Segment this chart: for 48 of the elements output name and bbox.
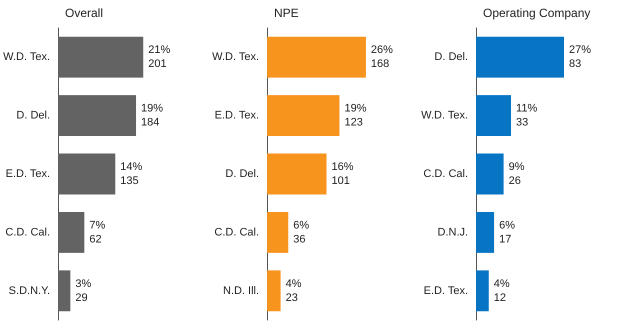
data-label: 11% 33 xyxy=(516,102,538,129)
y-tick-label: E.D. Tex. xyxy=(214,110,260,122)
y-tick-label: W.D. Tex. xyxy=(212,51,260,64)
y-tick-label: D. Del. xyxy=(16,110,50,122)
data-label: 21% 201 xyxy=(148,44,170,70)
chart-title: Operating Company xyxy=(483,6,590,20)
bar xyxy=(58,95,136,136)
data-label: 26% 168 xyxy=(370,44,394,70)
y-tick-label: D. Del. xyxy=(225,168,260,180)
bar xyxy=(476,270,489,312)
data-label: 16% 101 xyxy=(332,161,354,187)
data-label: 14% 135 xyxy=(120,161,143,187)
bar xyxy=(476,212,494,253)
data-label: 6% 36 xyxy=(293,219,310,246)
bar xyxy=(58,270,70,312)
bar xyxy=(58,154,116,194)
y-tick-label: D. Del. xyxy=(434,51,468,64)
bar xyxy=(58,212,84,253)
data-label: 9% 26 xyxy=(508,161,525,187)
data-label: 27% 83 xyxy=(568,44,592,70)
bar xyxy=(267,95,340,136)
y-tick-label: C.D. Cal. xyxy=(423,168,468,180)
y-tick-label: D.N.J. xyxy=(438,226,468,238)
data-label: 4% 12 xyxy=(494,278,510,304)
bar xyxy=(267,212,288,253)
bar xyxy=(267,270,281,312)
data-label: 4% 23 xyxy=(286,278,302,304)
bar xyxy=(267,36,366,78)
data-label: 19% 184 xyxy=(141,102,164,129)
y-tick-label: W.D. Tex. xyxy=(3,51,50,64)
chart-title: NPE xyxy=(274,6,299,20)
y-tick-label: S.D.N.Y. xyxy=(8,284,50,297)
y-tick-label: C.D. Cal. xyxy=(214,226,260,238)
data-label: 3% 29 xyxy=(75,278,92,304)
chart-title: Overall xyxy=(65,6,104,20)
bar xyxy=(476,95,512,136)
data-label: 6% 17 xyxy=(499,219,516,246)
bar xyxy=(476,154,504,194)
y-tick-label: E.D. Tex. xyxy=(6,168,50,180)
y-tick-label: W.D. Tex. xyxy=(421,110,468,122)
bar xyxy=(267,154,327,194)
y-tick-label: C.D. Cal. xyxy=(5,226,50,238)
bar xyxy=(476,36,564,78)
y-tick-label: N.D. Ill. xyxy=(223,284,260,297)
y-tick-label: E.D. Tex. xyxy=(424,284,468,297)
data-label: 7% 62 xyxy=(89,219,106,246)
data-label: 19% 123 xyxy=(344,102,367,129)
bar xyxy=(58,36,144,78)
